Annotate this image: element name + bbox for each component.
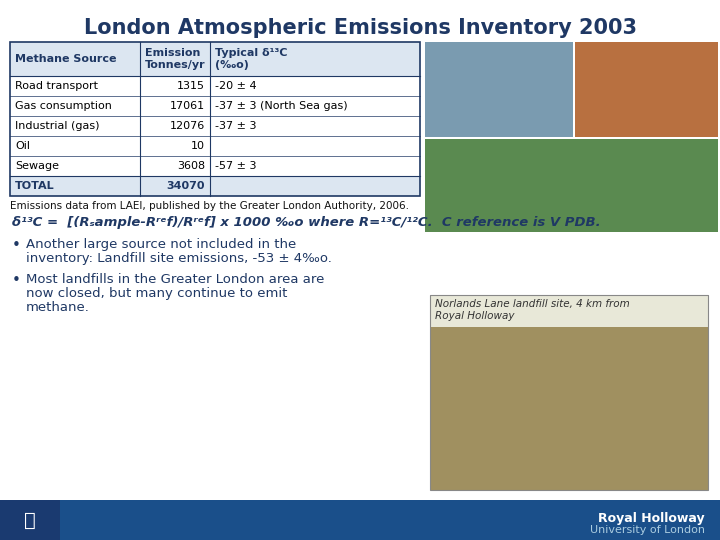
Bar	[575, 42, 718, 137]
Text: Emissions data from LAEI, published by the Greater London Authority, 2006.: Emissions data from LAEI, published by t…	[10, 201, 409, 211]
Text: •: •	[12, 273, 21, 288]
Text: Most landfills in the Greater London area are: Most landfills in the Greater London are…	[26, 273, 325, 286]
Bar	[10, 156, 420, 176]
Text: •: •	[12, 238, 21, 253]
Text: now closed, but many continue to emit: now closed, but many continue to emit	[26, 287, 287, 300]
Text: Typical δ¹³C
(‰o): Typical δ¹³C (‰o)	[215, 48, 287, 70]
Text: Another large source not included in the: Another large source not included in the	[26, 238, 296, 251]
Bar	[10, 96, 420, 116]
Text: Norlands Lane landfill site, 4 km from
Royal Holloway: Norlands Lane landfill site, 4 km from R…	[435, 299, 630, 321]
Text: Royal Holloway: Royal Holloway	[598, 512, 705, 525]
Text: Emission
Tonnes/yr: Emission Tonnes/yr	[145, 48, 206, 70]
Text: University of London: University of London	[590, 525, 705, 535]
Bar	[425, 139, 718, 232]
Bar	[0, 500, 60, 540]
Bar	[10, 42, 420, 196]
Bar	[425, 42, 573, 137]
Bar	[430, 295, 708, 327]
Text: Oil: Oil	[15, 141, 30, 151]
Text: Gas consumption: Gas consumption	[15, 101, 112, 111]
Text: Industrial (gas): Industrial (gas)	[15, 121, 99, 131]
Text: TOTAL: TOTAL	[15, 181, 55, 191]
Text: 17061: 17061	[170, 101, 205, 111]
Bar	[10, 176, 420, 196]
Text: 12076: 12076	[170, 121, 205, 131]
Text: Methane Source: Methane Source	[15, 54, 117, 64]
Text: methane.: methane.	[26, 301, 90, 314]
Text: -37 ± 3: -37 ± 3	[215, 121, 256, 131]
Text: inventory: Landfill site emissions, -53 ± 4‰o.: inventory: Landfill site emissions, -53 …	[26, 252, 332, 265]
Bar	[10, 76, 420, 96]
Bar	[10, 116, 420, 136]
Bar	[10, 42, 420, 76]
Bar	[430, 327, 708, 490]
Text: δ¹³C =  [(Rₛample-Rʳᵉf)/Rʳᵉf] x 1000 ‰o where R=¹³C/¹²C.  C reference is V PDB.: δ¹³C = [(Rₛample-Rʳᵉf)/Rʳᵉf] x 1000 ‰o w…	[12, 216, 600, 229]
Text: 10: 10	[191, 141, 205, 151]
Bar	[10, 136, 420, 156]
Text: ⛪: ⛪	[24, 510, 36, 530]
Bar	[430, 295, 708, 490]
Text: -20 ± 4: -20 ± 4	[215, 81, 256, 91]
Text: Sewage: Sewage	[15, 161, 59, 171]
Bar	[0, 500, 720, 540]
Text: London Atmospheric Emissions Inventory 2003: London Atmospheric Emissions Inventory 2…	[84, 18, 636, 38]
Text: -57 ± 3: -57 ± 3	[215, 161, 256, 171]
Text: Road transport: Road transport	[15, 81, 98, 91]
Text: 3608: 3608	[177, 161, 205, 171]
Text: 34070: 34070	[166, 181, 205, 191]
Text: -37 ± 3 (North Sea gas): -37 ± 3 (North Sea gas)	[215, 101, 348, 111]
Text: 1315: 1315	[177, 81, 205, 91]
